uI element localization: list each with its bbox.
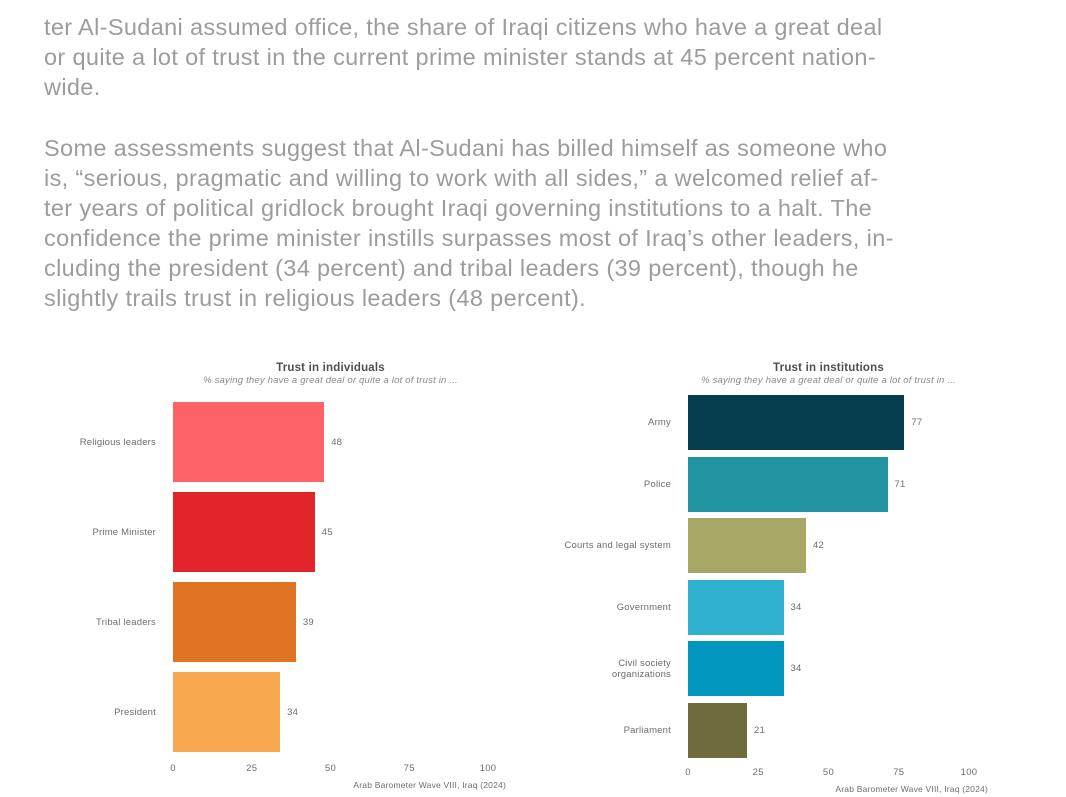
chart-x-axis: 0 25 50 75 100 — [685, 767, 977, 779]
bar-row: Prime Minister 45 — [44, 487, 506, 577]
chart-source: Arab Barometer Wave VIII, Iraq (2024) — [835, 784, 988, 794]
value-label: 34 — [287, 706, 299, 718]
value-label: 42 — [813, 540, 824, 552]
bar-track: 34 — [173, 672, 488, 752]
bar-row: Tribal leaders 39 — [44, 577, 506, 667]
x-tick-label: 50 — [822, 767, 835, 778]
category-label: Tribal leaders — [96, 616, 156, 628]
bar-row: Police 71 — [558, 454, 988, 516]
x-tick-label: 75 — [893, 767, 905, 778]
paragraph-assessments: Some assessments suggest that Al-Sudani … — [44, 133, 1034, 313]
bar-rows: Army 77 Police 71 Courts and legal system 42 G… — [558, 392, 988, 761]
bar-track: 48 — [173, 402, 488, 482]
category-label: Government — [616, 601, 671, 613]
category-label: Parliament — [623, 724, 671, 736]
bar — [173, 582, 296, 662]
chart-x-axis: 0 25 50 75 100 — [170, 763, 496, 775]
value-label: 21 — [754, 724, 765, 736]
text-line: wide. — [44, 74, 101, 100]
chart-header: Trust in institutions % saying they have… — [558, 361, 988, 387]
bar-track: 42 — [688, 518, 969, 574]
chart-source: Arab Barometer Wave VIII, Iraq (2024) — [353, 780, 506, 790]
bar-row: Courts and legal system 42 — [558, 515, 988, 577]
bar — [688, 702, 747, 758]
x-tick-label: 0 — [685, 767, 691, 778]
text-line: cluding the president (34 percent) and t… — [44, 255, 859, 281]
value-label: 45 — [321, 526, 333, 538]
text-line: confidence the prime minister instills s… — [44, 225, 894, 251]
chart-trust-individuals: Trust in individuals % saying they have … — [44, 361, 506, 790]
value-label: 34 — [790, 663, 802, 675]
bar-track: 34 — [688, 641, 969, 697]
bar-track: 39 — [173, 582, 488, 662]
x-tick-label: 100 — [479, 763, 497, 774]
x-tick-label: 0 — [170, 763, 176, 774]
bar — [688, 456, 888, 512]
chart-title: Trust in institutions — [773, 362, 884, 374]
category-label: Army — [648, 417, 671, 429]
chart-title: Trust in individuals — [276, 362, 385, 374]
bar-track: 34 — [688, 579, 969, 635]
chart-trust-institutions: Trust in institutions % saying they have… — [558, 361, 988, 794]
text-line: ter years of political gridlock brought … — [44, 195, 873, 221]
text-line: or quite a lot of trust in the current p… — [44, 44, 877, 70]
value-label: 48 — [331, 436, 343, 448]
chart-header: Trust in individuals % saying they have … — [44, 361, 506, 387]
bar-track: 45 — [173, 492, 488, 572]
x-tick-label: 100 — [960, 767, 978, 778]
category-label: President — [114, 706, 156, 718]
text-line: slightly trails trust in religious leade… — [44, 285, 587, 311]
value-label: 39 — [302, 616, 314, 628]
x-tick-label: 25 — [752, 767, 764, 778]
bar-track: 71 — [688, 456, 969, 512]
category-label: Courts and legal system — [564, 540, 671, 552]
bar-row: Army 77 — [558, 392, 988, 454]
x-tick-label: 75 — [403, 763, 415, 774]
bar — [173, 672, 281, 752]
category-label: Civil society organizations — [611, 657, 671, 680]
bar-row: Religious leaders 48 — [44, 397, 506, 487]
category-label: Religious leaders — [79, 436, 156, 448]
chart-subtitle: % saying they have a great deal or quite… — [701, 375, 956, 386]
x-tick-label: 25 — [246, 763, 258, 774]
bar-row: Government 34 — [558, 577, 988, 639]
text-line: is, “serious, pragmatic and willing to w… — [44, 165, 879, 191]
charts-row: Trust in individuals % saying they have … — [0, 361, 1066, 797]
bar — [688, 641, 784, 697]
bar-track: 77 — [688, 395, 969, 451]
bar — [688, 579, 784, 635]
paragraph-trust-intro: ter Al-Sudani assumed office, the share … — [44, 0, 1034, 102]
bar — [688, 518, 807, 574]
chart-subtitle: % saying they have a great deal or quite… — [203, 375, 458, 386]
category-label: Police — [643, 478, 671, 490]
x-tick-label: 50 — [324, 763, 337, 774]
bar — [173, 492, 315, 572]
category-label: Prime Minister — [92, 526, 156, 538]
value-label: 77 — [911, 417, 923, 429]
bar-row: Parliament 21 — [558, 700, 988, 762]
bar-rows: Religious leaders 48 Prime Minister 45 Triba… — [44, 397, 506, 757]
bar — [173, 402, 325, 482]
value-label: 34 — [790, 601, 802, 613]
bar-row: President 34 — [44, 667, 506, 757]
text-line: Some assessments suggest that Al-Sudani … — [44, 135, 888, 161]
bar — [688, 395, 905, 451]
bar-track: 21 — [688, 702, 969, 758]
bar-row: Civil society organizations 34 — [558, 638, 988, 700]
text-line: ter Al-Sudani assumed office, the share … — [44, 14, 883, 40]
value-label: 71 — [894, 478, 906, 490]
